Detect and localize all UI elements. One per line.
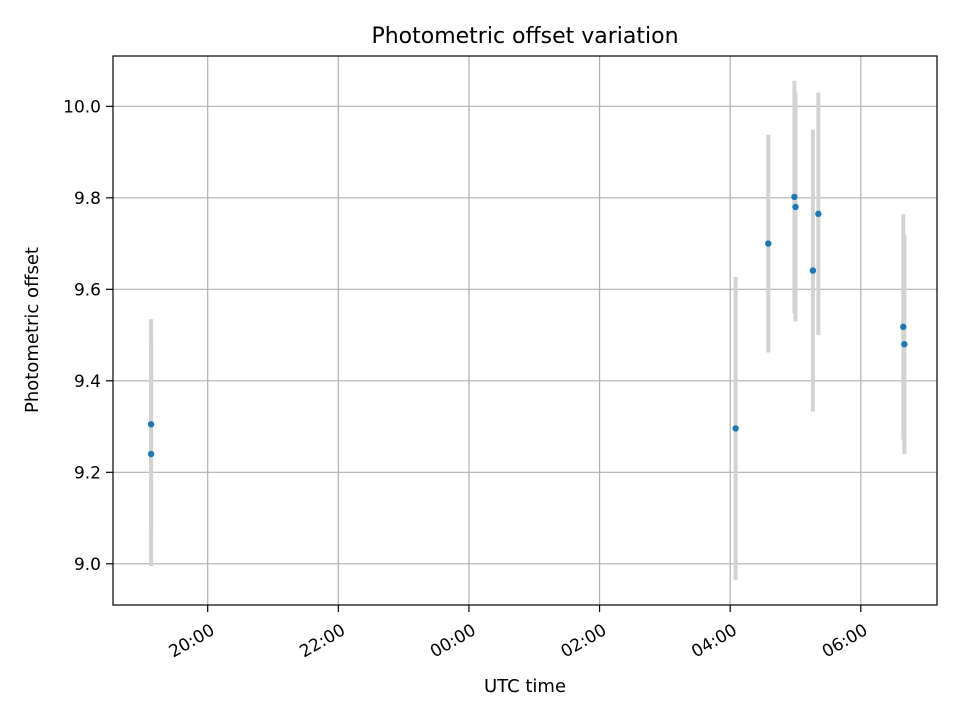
data-point — [901, 341, 908, 348]
data-point — [732, 425, 739, 432]
x-tick-label: 02:00 — [558, 620, 610, 662]
x-tick-label: 04:00 — [688, 620, 740, 662]
data-point — [765, 240, 772, 247]
x-tick-label: 06:00 — [819, 620, 871, 662]
chart-title: Photometric offset variation — [371, 24, 678, 49]
y-tick-label: 9.8 — [74, 189, 101, 209]
y-axis-label: Photometric offset — [22, 247, 43, 413]
y-tick-label: 10.0 — [63, 97, 101, 117]
grid-layer — [113, 56, 937, 605]
data-point — [900, 323, 907, 331]
data-point — [147, 421, 155, 428]
plot-frame — [112, 55, 938, 606]
y-tick-label: 9.2 — [74, 463, 101, 483]
data-point — [815, 210, 822, 218]
data-point — [792, 203, 799, 211]
y-tick-label: 9.6 — [74, 280, 101, 300]
x-tick-label: 20:00 — [166, 620, 218, 662]
x-tick-label: 00:00 — [427, 620, 479, 662]
y-tick-label: 9.4 — [74, 372, 101, 392]
x-tick-label: 22:00 — [296, 620, 348, 662]
y-tick-label: 9.0 — [74, 555, 101, 575]
data-point — [809, 267, 817, 274]
point-layer — [147, 193, 908, 458]
errorbar-layer — [149, 80, 907, 580]
data-point — [791, 193, 798, 201]
data-point — [147, 450, 155, 458]
x-axis-label: UTC time — [484, 676, 566, 697]
tick-layer: 20:00 22:00 00:00 02:00 04:00 06:00 9.0 9.2 9.4 9… — [63, 97, 871, 662]
